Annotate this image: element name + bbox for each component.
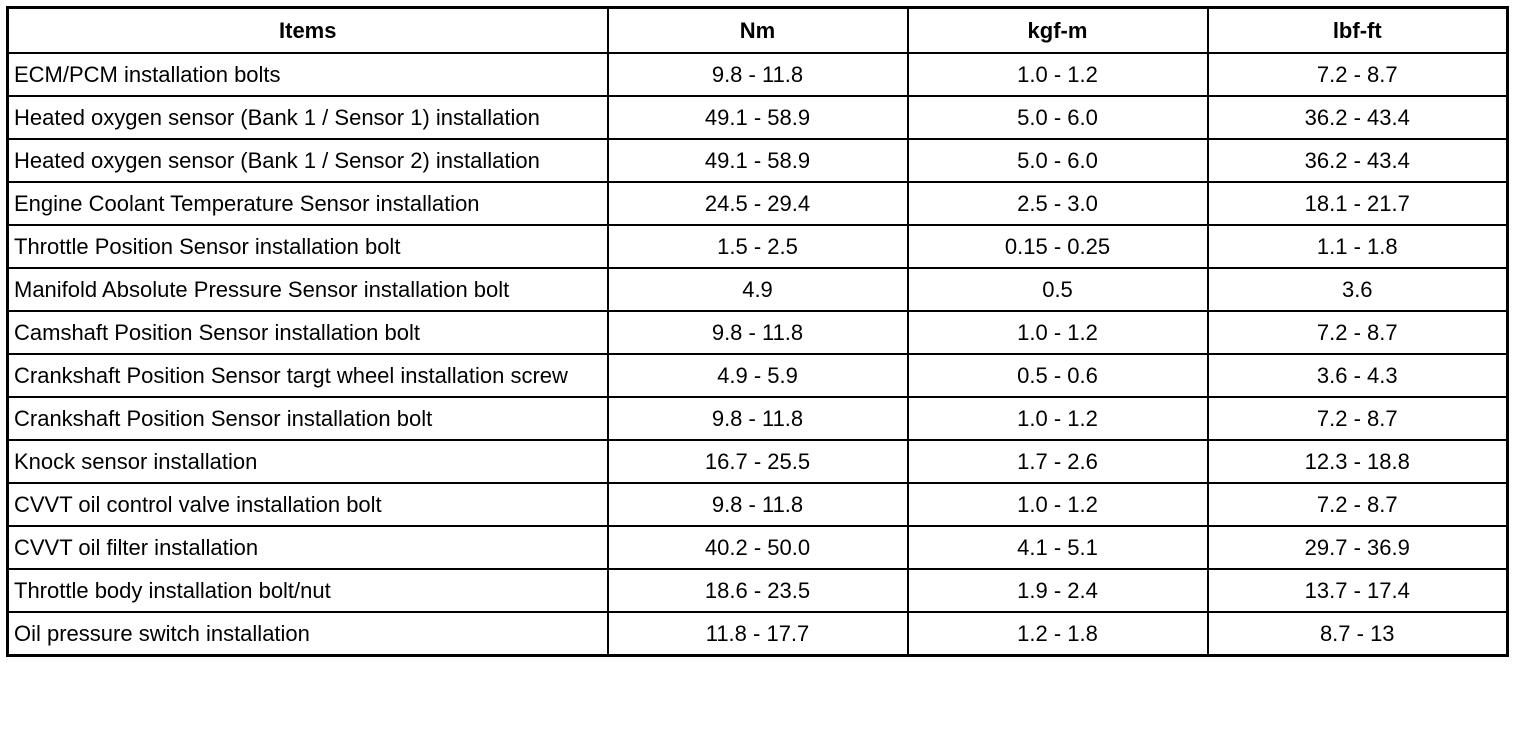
item-cell: Oil pressure switch installation [6, 611, 609, 657]
item-cell: ECM/PCM installation bolts [6, 52, 609, 97]
item-cell: Throttle Position Sensor installation bo… [6, 224, 609, 269]
value-cell: 49.1 - 58.9 [606, 95, 909, 140]
value-cell: 1.0 - 1.2 [906, 396, 1209, 441]
value-cell: 1.7 - 2.6 [906, 439, 1209, 484]
table-row: Throttle Position Sensor installation bo… [6, 224, 1509, 269]
table-row: Engine Coolant Temperature Sensor instal… [6, 181, 1509, 226]
item-cell: Heated oxygen sensor (Bank 1 / Sensor 1)… [6, 95, 609, 140]
value-cell: 1.2 - 1.8 [906, 611, 1209, 657]
value-cell: 36.2 - 43.4 [1206, 95, 1509, 140]
value-cell: 9.8 - 11.8 [606, 396, 909, 441]
value-cell: 0.5 [906, 267, 1209, 312]
item-cell: Camshaft Position Sensor installation bo… [6, 310, 609, 355]
value-cell: 7.2 - 8.7 [1206, 52, 1509, 97]
value-cell: 12.3 - 18.8 [1206, 439, 1509, 484]
value-cell: 1.5 - 2.5 [606, 224, 909, 269]
value-cell: 0.15 - 0.25 [906, 224, 1209, 269]
item-cell: Heated oxygen sensor (Bank 1 / Sensor 2)… [6, 138, 609, 183]
item-cell: Crankshaft Position Sensor installation … [6, 396, 609, 441]
table-row: Heated oxygen sensor (Bank 1 / Sensor 2)… [6, 138, 1509, 183]
torque-table: Items Nm kgf-m lbf-ft ECM/PCM installation … [6, 6, 1509, 657]
item-cell: CVVT oil filter installation [6, 525, 609, 570]
value-cell: 4.1 - 5.1 [906, 525, 1209, 570]
value-cell: 5.0 - 6.0 [906, 138, 1209, 183]
value-cell: 16.7 - 25.5 [606, 439, 909, 484]
table-row: CVVT oil control valve installation bolt… [6, 482, 1509, 527]
value-cell: 1.0 - 1.2 [906, 310, 1209, 355]
value-cell: 7.2 - 8.7 [1206, 396, 1509, 441]
item-cell: Throttle body installation bolt/nut [6, 568, 609, 613]
item-cell: Engine Coolant Temperature Sensor instal… [6, 181, 609, 226]
header-cell: Nm [606, 6, 909, 54]
value-cell: 49.1 - 58.9 [606, 138, 909, 183]
value-cell: 0.5 - 0.6 [906, 353, 1209, 398]
value-cell: 11.8 - 17.7 [606, 611, 909, 657]
value-cell: 8.7 - 13 [1206, 611, 1509, 657]
value-cell: 9.8 - 11.8 [606, 482, 909, 527]
table-row: ECM/PCM installation bolts 9.8 - 11.8 1.0 … [6, 52, 1509, 97]
value-cell: 9.8 - 11.8 [606, 310, 909, 355]
value-cell: 7.2 - 8.7 [1206, 482, 1509, 527]
value-cell: 3.6 [1206, 267, 1509, 312]
value-cell: 7.2 - 8.7 [1206, 310, 1509, 355]
value-cell: 5.0 - 6.0 [906, 95, 1209, 140]
value-cell: 13.7 - 17.4 [1206, 568, 1509, 613]
table-row: Knock sensor installation 16.7 - 25.5 1.7 … [6, 439, 1509, 484]
value-cell: 18.6 - 23.5 [606, 568, 909, 613]
table-row: Manifold Absolute Pressure Sensor instal… [6, 267, 1509, 312]
header-cell: Items [6, 6, 609, 54]
value-cell: 40.2 - 50.0 [606, 525, 909, 570]
item-cell: Manifold Absolute Pressure Sensor instal… [6, 267, 609, 312]
header-cell: kgf-m [906, 6, 1209, 54]
item-cell: Knock sensor installation [6, 439, 609, 484]
value-cell: 29.7 - 36.9 [1206, 525, 1509, 570]
value-cell: 3.6 - 4.3 [1206, 353, 1509, 398]
table-row: Camshaft Position Sensor installation bo… [6, 310, 1509, 355]
item-cell: Crankshaft Position Sensor targt wheel i… [6, 353, 609, 398]
table-row: Crankshaft Position Sensor installation … [6, 396, 1509, 441]
table-row: Crankshaft Position Sensor targt wheel i… [6, 353, 1509, 398]
header-row: Items Nm kgf-m lbf-ft [6, 6, 1509, 54]
value-cell: 9.8 - 11.8 [606, 52, 909, 97]
value-cell: 4.9 - 5.9 [606, 353, 909, 398]
value-cell: 2.5 - 3.0 [906, 181, 1209, 226]
value-cell: 1.0 - 1.2 [906, 482, 1209, 527]
table-row: Oil pressure switch installation 11.8 - 1… [6, 611, 1509, 657]
table-row: Heated oxygen sensor (Bank 1 / Sensor 1)… [6, 95, 1509, 140]
table-body: ECM/PCM installation bolts 9.8 - 11.8 1.0 … [6, 52, 1509, 657]
table-row: Throttle body installation bolt/nut 18.6 … [6, 568, 1509, 613]
value-cell: 1.1 - 1.8 [1206, 224, 1509, 269]
header-cell: lbf-ft [1206, 6, 1509, 54]
value-cell: 18.1 - 21.7 [1206, 181, 1509, 226]
item-cell: CVVT oil control valve installation bolt [6, 482, 609, 527]
value-cell: 1.9 - 2.4 [906, 568, 1209, 613]
value-cell: 1.0 - 1.2 [906, 52, 1209, 97]
table-row: CVVT oil filter installation 40.2 - 50.0 4… [6, 525, 1509, 570]
value-cell: 24.5 - 29.4 [606, 181, 909, 226]
value-cell: 36.2 - 43.4 [1206, 138, 1509, 183]
value-cell: 4.9 [606, 267, 909, 312]
